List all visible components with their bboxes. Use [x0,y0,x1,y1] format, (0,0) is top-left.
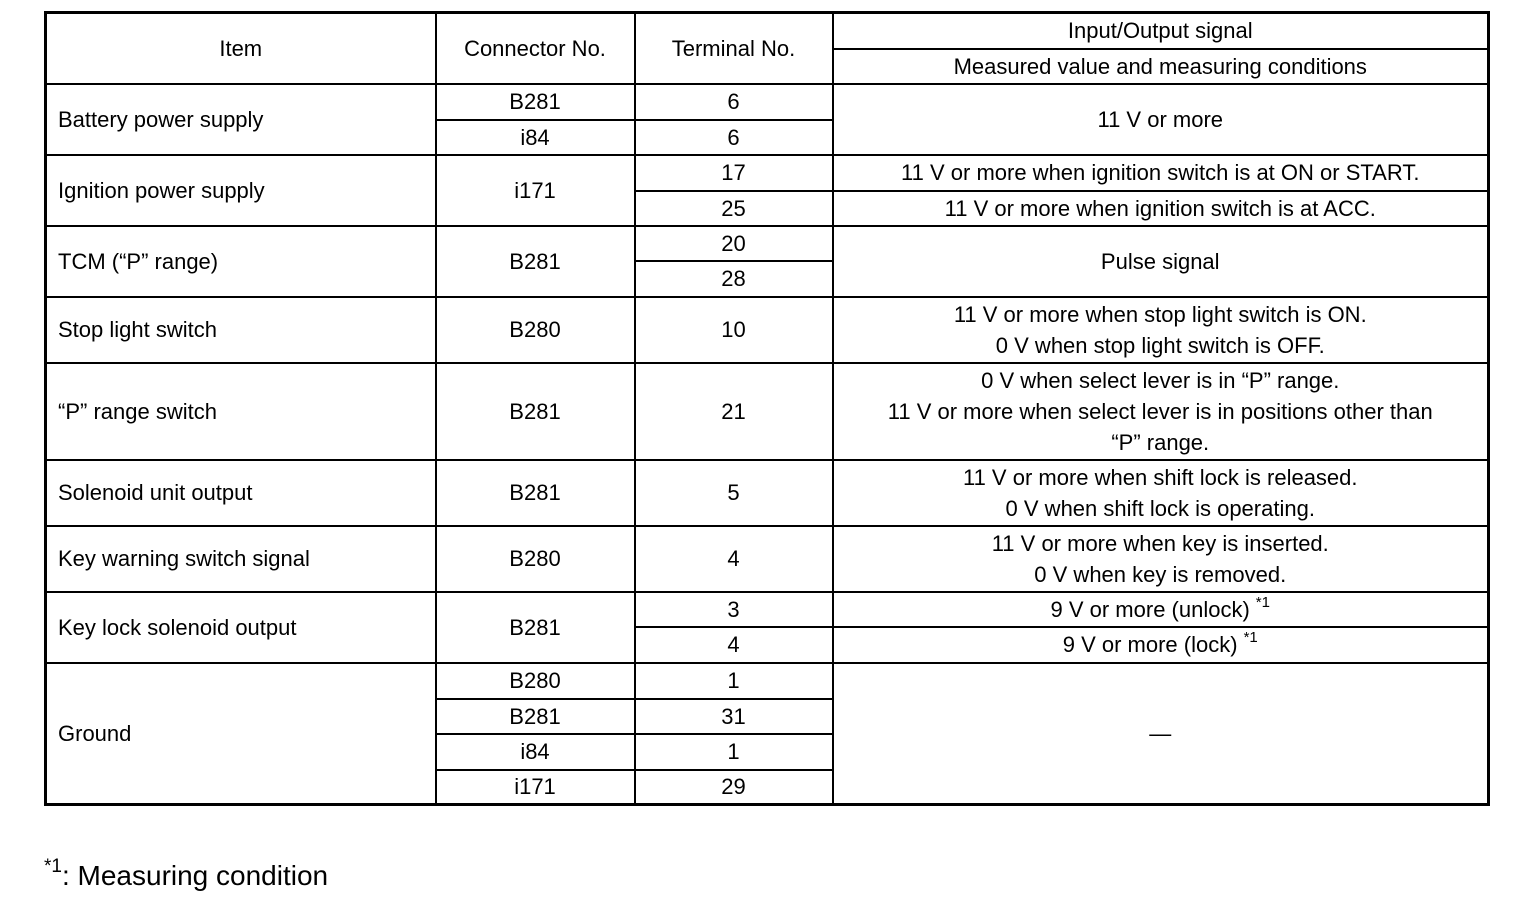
value-line: 11 V or more when select lever is in pos… [887,398,1433,424]
terminal-cell: 21 [633,361,834,461]
value-text: 9 V or more (unlock) [1050,596,1250,622]
connector-cell: B281 [434,224,636,298]
item-cell: “P” range switch [44,361,437,461]
connector-cell: i84 [434,118,636,156]
header-connector: Connector No. [434,11,636,85]
connector-cell: B281 [434,458,636,527]
value-cell: 9 V or more (lock) *1 [831,625,1490,664]
item-cell: Battery power supply [44,82,437,156]
item-cell: Stop light switch [44,295,437,364]
value-cell: — [831,661,1490,806]
terminal-cell: 20 [633,224,834,262]
terminal-cell: 3 [633,590,834,628]
value-cell: 0 V when select lever is in “P” range. 1… [831,361,1490,461]
terminal-spec-table: Item Connector No. Terminal No. Input/Ou… [44,11,1490,806]
table-row: Solenoid unit output B281 5 11 V or more… [44,458,1490,527]
terminal-cell: 1 [633,732,834,771]
item-cell: Ground [44,661,437,806]
item-cell: TCM (“P” range) [44,224,437,298]
header-terminal: Terminal No. [633,11,834,85]
table-row: 28 [46,259,1489,298]
footnote-mark: *1 [1255,593,1270,611]
table-row: Battery power supply B281 6 11 V or more [44,82,1490,156]
terminal-cell: 4 [633,524,834,593]
value-line: 0 V when key is removed. [1034,561,1287,587]
terminal-cell: 31 [633,697,834,735]
header-signal: Input/Output signal [831,11,1490,50]
footnote-mark: *1 [1243,629,1258,646]
terminal-cell: 17 [633,153,834,192]
table-row: 4 9 V or more (lock) *1 [46,625,1490,664]
terminal-cell: 29 [633,768,834,806]
value-line: 0 V when stop light switch is OFF. [995,332,1325,358]
connector-cell: i171 [434,768,636,806]
item-cell: Key lock solenoid output [44,590,437,664]
header-item: Item [44,11,437,85]
value-cell: Pulse signal [831,224,1490,298]
value-line: 0 V when shift lock is operating. [1005,495,1315,521]
value-cell: 11 V or more when stop light switch is O… [831,295,1490,364]
table-row: Ignition power supply i171 17 11 V or mo… [44,153,1490,227]
table-row: Stop light switch B280 10 11 V or more w… [44,295,1490,364]
connector-cell: B281 [434,697,636,735]
header-row: Item Connector No. Terminal No. Input/Ou… [44,11,1490,85]
item-cell: Solenoid unit output [44,458,437,527]
footnote-text: : Measuring condition [61,860,329,891]
connector-cell: i84 [434,732,636,771]
value-line: 11 V or more when key is inserted. [991,530,1329,556]
terminal-cell: 10 [633,295,834,364]
header-measured: Measured value and measuring conditions [831,47,1490,85]
value-line: 0 V when select lever is in “P” range. [981,367,1340,393]
terminal-cell: 25 [633,189,834,227]
table-row: B281 31 [46,697,1489,735]
value-cell: 11 V or more when ignition switch is at … [831,153,1490,192]
table-row: “P” range switch B281 21 0 V when select… [44,361,1490,461]
table-row: 25 11 V or more when ignition switch is … [46,189,1490,227]
connector-cell: B281 [434,590,636,664]
connector-cell: B280 [434,295,636,364]
table-row: Key lock solenoid output B281 3 9 V or m… [44,590,1490,664]
value-line: 11 V or more when stop light switch is O… [953,301,1367,327]
terminal-cell: 6 [633,118,834,156]
table-row: Key warning switch signal B280 4 11 V or… [44,524,1490,593]
value-cell: 11 V or more when shift lock is released… [831,458,1490,527]
header-row: Measured value and measuring conditions [46,47,1490,85]
item-cell: Key warning switch signal [44,524,437,593]
value-line: “P” range. [1111,429,1210,455]
connector-cell: B281 [434,82,636,121]
table-row: Ground B280 1 — [44,661,1490,806]
item-cell: Ignition power supply [44,153,437,227]
connector-cell: B280 [434,661,636,700]
value-text: 9 V or more (lock) [1062,632,1238,657]
table-row: TCM (“P” range) B281 20 Pulse signal [44,224,1490,298]
terminal-cell: 5 [633,458,834,527]
value-cell: 11 V or more when ignition switch is at … [831,189,1490,227]
value-cell: 9 V or more (unlock) *1 [831,590,1490,628]
terminal-cell: 1 [633,661,834,700]
table-row: i171 29 [46,768,1489,806]
value-line: 11 V or more when shift lock is released… [962,464,1358,490]
table-row: i84 1 [46,732,1489,771]
terminal-cell: 28 [633,259,834,298]
table-row: i84 6 [46,118,1489,156]
terminal-cell: 6 [633,82,834,121]
value-cell: 11 V or more [831,82,1490,156]
footnote-mark: *1 [44,856,62,877]
value-cell: 11 V or more when key is inserted. 0 V w… [831,524,1490,593]
connector-cell: B280 [434,524,636,593]
footnote: *1: Measuring condition [44,857,329,892]
connector-cell: B281 [434,361,636,461]
connector-cell: i171 [434,153,636,227]
terminal-cell: 4 [633,625,834,664]
